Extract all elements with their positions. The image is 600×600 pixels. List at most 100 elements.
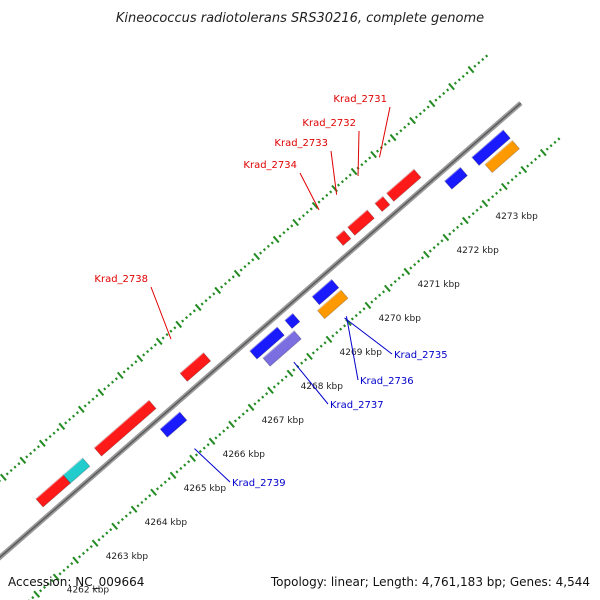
forward-tick xyxy=(438,95,442,99)
forward-tick xyxy=(360,163,364,167)
gene-layer xyxy=(35,129,521,508)
reverse-tick xyxy=(206,443,210,447)
reverse-tick xyxy=(374,297,378,301)
forward-tick xyxy=(208,295,212,299)
gene-krad-2737[interactable] xyxy=(262,330,302,367)
gene-krad-2738[interactable] xyxy=(179,352,212,382)
reverse-tick xyxy=(475,208,479,212)
forward-tick xyxy=(399,129,403,133)
forward-tick xyxy=(200,302,204,306)
gene-unlabeled-9[interactable] xyxy=(249,326,285,360)
reverse-tick xyxy=(537,154,541,158)
reverse-tick xyxy=(101,534,105,538)
reverse-tick xyxy=(62,568,66,572)
gene-krad-2735[interactable] xyxy=(316,289,349,320)
reverse-tick xyxy=(187,460,191,464)
scale-label: 4262 kbp xyxy=(67,586,110,596)
reverse-tick xyxy=(144,497,148,501)
backbone-line xyxy=(0,101,523,561)
backbone-layer xyxy=(0,101,523,561)
gene-unlabeled-10[interactable] xyxy=(284,312,301,330)
reverse-tick xyxy=(39,589,43,593)
gene-krad-2739[interactable] xyxy=(159,411,188,438)
reverse-tick xyxy=(354,314,358,318)
forward-tick xyxy=(239,268,243,272)
forward-tick xyxy=(110,380,115,384)
gene-label-leader xyxy=(150,286,172,340)
forward-tick xyxy=(68,417,72,422)
gene-unlabeled-14[interactable] xyxy=(444,166,468,190)
reverse-tick xyxy=(72,556,80,564)
forward-tick xyxy=(321,197,325,201)
forward-tick xyxy=(253,252,261,261)
gene-unlabeled-2[interactable] xyxy=(93,399,157,457)
reverse-tick xyxy=(276,381,280,386)
gene-unlabeled-1[interactable] xyxy=(35,474,71,508)
forward-tick xyxy=(146,350,150,354)
reverse-tick xyxy=(384,284,391,293)
gene-krad-2733[interactable] xyxy=(347,209,375,236)
reverse-tick xyxy=(58,572,62,576)
forward-tick xyxy=(64,421,68,425)
reverse-tick xyxy=(50,579,54,583)
reverse-tick xyxy=(323,341,327,345)
forward-tick xyxy=(122,370,126,374)
reverse-tick xyxy=(479,205,483,209)
forward-tick xyxy=(29,451,33,456)
forward-tick xyxy=(77,405,85,414)
forward-tick xyxy=(329,190,333,194)
reverse-tick xyxy=(116,521,121,525)
reverse-tick xyxy=(247,403,255,411)
gene-body xyxy=(471,129,511,166)
forward-tick xyxy=(184,316,189,320)
gene-body xyxy=(249,326,285,360)
reverse-tick xyxy=(280,378,284,382)
forward-tick xyxy=(204,299,208,303)
reverse-tick xyxy=(286,369,294,378)
gene-unlabeled-15[interactable] xyxy=(471,129,511,166)
forward-tick xyxy=(290,224,294,228)
forward-tick xyxy=(103,387,107,391)
forward-tick xyxy=(453,81,457,85)
forward-tick xyxy=(52,431,56,435)
forward-tick xyxy=(292,218,300,227)
gene-highlight xyxy=(386,168,415,194)
reverse-tick xyxy=(228,420,235,428)
reverse-tick xyxy=(31,596,35,600)
reverse-tick xyxy=(284,375,288,379)
reverse-tick xyxy=(432,246,436,250)
reverse-tick xyxy=(130,505,138,513)
forward-tick xyxy=(461,74,465,78)
forward-tick xyxy=(175,320,183,329)
reverse-tick xyxy=(506,181,510,185)
reverse-tick xyxy=(461,216,469,225)
gene-label-leader xyxy=(357,130,360,177)
gene-krad-2736[interactable] xyxy=(311,278,340,306)
reverse-tick xyxy=(214,436,218,440)
reverse-tick xyxy=(304,358,308,362)
gene-krad-2732[interactable] xyxy=(374,195,391,213)
gene-krad-2731[interactable] xyxy=(385,168,422,202)
reverse-tick xyxy=(331,334,335,338)
forward-tick xyxy=(403,125,407,129)
gene-label: Krad_2738 xyxy=(94,274,148,285)
reverse-tick xyxy=(226,426,230,430)
reverse-tick xyxy=(413,263,417,267)
reverse-tick xyxy=(233,419,237,423)
forward-tick xyxy=(348,173,352,177)
gene-highlight xyxy=(62,457,84,476)
forward-tick xyxy=(389,133,397,142)
reverse-tick xyxy=(518,171,522,175)
reverse-tick xyxy=(436,242,440,246)
reverse-tick xyxy=(261,395,265,399)
forward-tick xyxy=(9,468,13,473)
forward-tick xyxy=(130,363,134,367)
gene-unlabeled-16[interactable] xyxy=(484,139,521,174)
reverse-tick xyxy=(481,199,489,208)
gene-body xyxy=(311,278,340,306)
forward-tick xyxy=(383,142,387,146)
scale-label: 4271 kbp xyxy=(417,280,460,290)
gene-krad-2734[interactable] xyxy=(335,229,352,247)
reverse-tick xyxy=(150,488,157,496)
